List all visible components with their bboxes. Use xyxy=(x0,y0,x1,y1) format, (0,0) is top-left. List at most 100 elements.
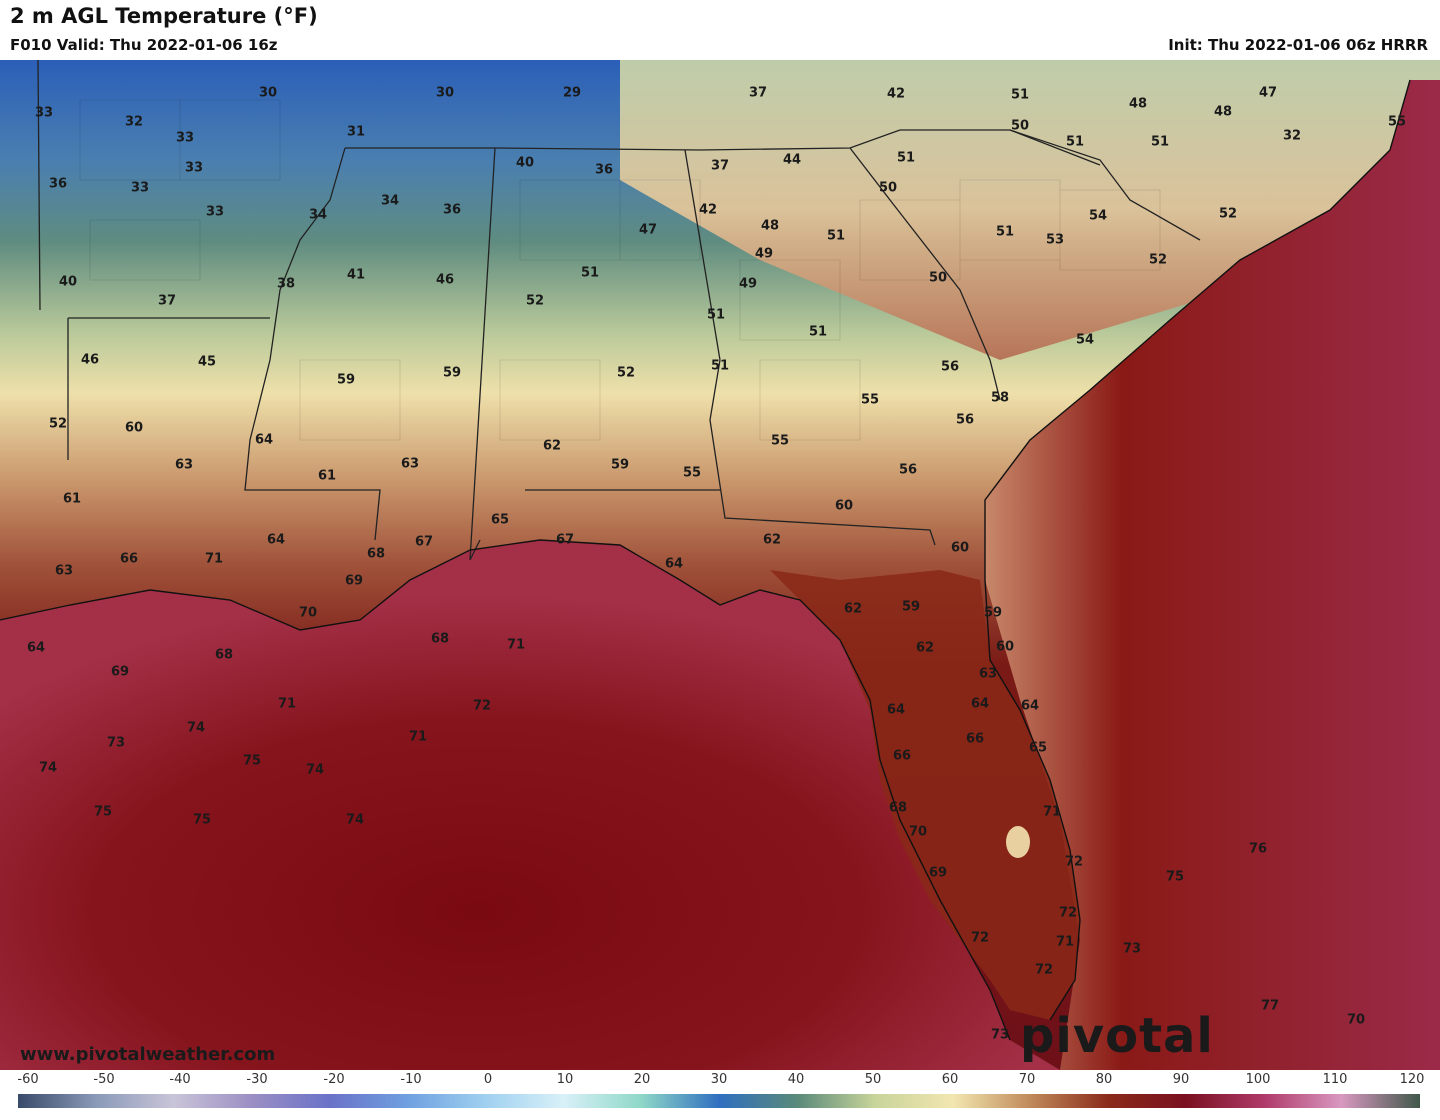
scale-tick-label: 20 xyxy=(633,1072,651,1087)
temperature-label: 51 xyxy=(995,224,1015,240)
temperature-label: 72 xyxy=(1064,854,1084,870)
temperature-label: 69 xyxy=(110,664,130,680)
temperature-label: 52 xyxy=(616,365,636,381)
scale-tick-label: 120 xyxy=(1399,1072,1425,1087)
temperature-label: 51 xyxy=(1065,134,1085,150)
temperature-label: 37 xyxy=(710,158,730,174)
temperature-label: 68 xyxy=(214,647,234,663)
lake-okeechobee xyxy=(1006,826,1030,858)
temperature-label: 32 xyxy=(1282,128,1302,144)
temperature-label: 51 xyxy=(706,307,726,323)
temperature-label: 72 xyxy=(1058,905,1078,921)
scale-tick-label: 40 xyxy=(787,1072,805,1087)
temperature-label: 60 xyxy=(950,540,970,556)
temperature-label: 71 xyxy=(1042,804,1062,820)
scale-tick-label: 110 xyxy=(1322,1072,1348,1087)
scale-tick-label: 60 xyxy=(941,1072,959,1087)
temperature-label: 37 xyxy=(157,293,177,309)
atlantic-ocean xyxy=(985,80,1440,1070)
temperature-label: 74 xyxy=(345,812,365,828)
temperature-label: 72 xyxy=(970,930,990,946)
temperature-label: 64 xyxy=(886,702,906,718)
temperature-label: 55 xyxy=(1387,114,1407,130)
temperature-label: 55 xyxy=(770,433,790,449)
temperature-label: 59 xyxy=(610,457,630,473)
temperature-label: 40 xyxy=(58,274,78,290)
temperature-label: 77 xyxy=(1260,998,1280,1014)
color-scale: -60 -50 -40 -30 -20 -10 0 10 20 30 40 50 60 70 80 90 100… xyxy=(0,1070,1440,1113)
temperature-label: 51 xyxy=(826,228,846,244)
temperature-label: 65 xyxy=(1028,740,1048,756)
temperature-label: 50 xyxy=(878,180,898,196)
temperature-label: 67 xyxy=(414,534,434,550)
temperature-label: 58 xyxy=(990,390,1010,406)
scale-tick-label: 100 xyxy=(1245,1072,1271,1087)
temperature-label: 71 xyxy=(1055,934,1075,950)
temperature-label: 50 xyxy=(928,270,948,286)
temperature-label: 33 xyxy=(175,130,195,146)
temperature-label: 59 xyxy=(983,605,1003,621)
temperature-label: 73 xyxy=(990,1027,1010,1043)
temperature-label: 75 xyxy=(1165,869,1185,885)
temperature-label: 69 xyxy=(928,865,948,881)
temperature-label: 71 xyxy=(204,551,224,567)
scale-tick-label: 0 xyxy=(483,1072,493,1087)
scale-tick-label: -10 xyxy=(400,1072,422,1087)
temperature-label: 31 xyxy=(346,124,366,140)
scale-tick-label: 30 xyxy=(710,1072,728,1087)
temperature-label: 46 xyxy=(435,272,455,288)
temperature-label: 52 xyxy=(48,416,68,432)
temperature-label: 75 xyxy=(192,812,212,828)
temperature-label: 51 xyxy=(1150,134,1170,150)
temperature-label: 55 xyxy=(682,465,702,481)
temperature-label: 42 xyxy=(698,202,718,218)
temperature-label: 68 xyxy=(366,546,386,562)
temperature-label: 40 xyxy=(515,155,535,171)
temperature-label: 47 xyxy=(638,222,658,238)
valid-time: F010 Valid: Thu 2022-01-06 16z xyxy=(10,36,278,54)
temperature-label: 59 xyxy=(442,365,462,381)
temperature-label: 51 xyxy=(710,358,730,374)
temperature-label: 48 xyxy=(1213,104,1233,120)
temperature-label: 52 xyxy=(1148,252,1168,268)
temperature-label: 34 xyxy=(380,193,400,209)
temperature-label: 30 xyxy=(258,85,278,101)
temperature-label: 61 xyxy=(62,491,82,507)
temperature-label: 70 xyxy=(1346,1012,1366,1028)
temperature-label: 66 xyxy=(119,551,139,567)
temperature-label: 61 xyxy=(317,468,337,484)
scale-tick-label: 90 xyxy=(1172,1072,1190,1087)
temperature-label: 60 xyxy=(995,639,1015,655)
header: 2 m AGL Temperature (°F) F010 Valid: Thu… xyxy=(0,0,1440,60)
temperature-map: 30 30 29 37 42 51 48 48 47 33 32 33 31 50 51 51 52 55 33 40… xyxy=(0,60,1440,1070)
temperature-label: 52 xyxy=(1218,206,1238,222)
temperature-label: 45 xyxy=(197,354,217,370)
coastline xyxy=(0,79,1411,1041)
temperature-label: 76 xyxy=(1248,841,1268,857)
temperature-label: 33 xyxy=(34,105,54,121)
temperature-label: 51 xyxy=(580,265,600,281)
temperature-label: 69 xyxy=(344,573,364,589)
scale-tick-label: -60 xyxy=(17,1072,39,1087)
temperature-label: 36 xyxy=(48,176,68,192)
temperature-label: 63 xyxy=(400,456,420,472)
temperature-label: 32 xyxy=(124,114,144,130)
temperature-label: 33 xyxy=(205,204,225,220)
temperature-label: 50 xyxy=(1010,118,1030,134)
temperature-label: 64 xyxy=(266,532,286,548)
temperature-label: 41 xyxy=(346,267,366,283)
scale-tick-label: 80 xyxy=(1095,1072,1113,1087)
map-title: 2 m AGL Temperature (°F) xyxy=(10,4,318,28)
temperature-label: 62 xyxy=(843,601,863,617)
temperature-label: 68 xyxy=(430,631,450,647)
temperature-label: 34 xyxy=(308,207,328,223)
temperature-label: 56 xyxy=(898,462,918,478)
website-link[interactable]: www.pivotalweather.com xyxy=(20,1044,276,1065)
temperature-label: 66 xyxy=(892,748,912,764)
temperature-label: 72 xyxy=(1034,962,1054,978)
temperature-label: 64 xyxy=(254,432,274,448)
temperature-label: 71 xyxy=(408,729,428,745)
temperature-label: 75 xyxy=(242,753,262,769)
scale-ticks: -60 -50 -40 -30 -20 -10 0 10 20 30 40 50 60 70 80 90 100… xyxy=(0,1072,1440,1090)
temperature-label: 42 xyxy=(886,86,906,102)
